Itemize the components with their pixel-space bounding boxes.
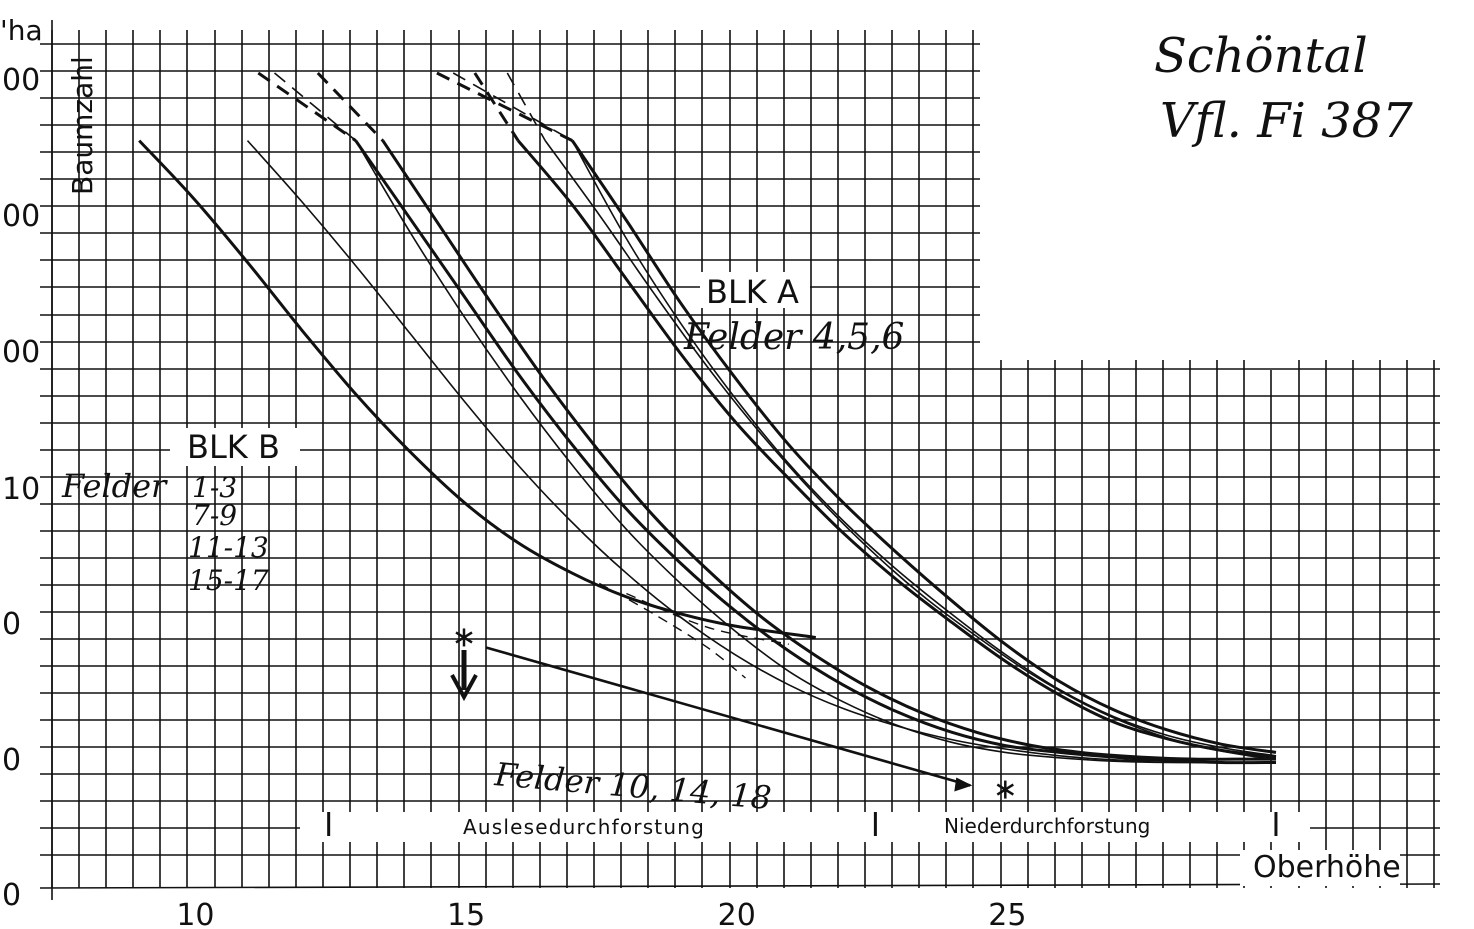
blk-b-curve [354,139,1277,765]
curves [138,71,1277,765]
curve-dashed [626,592,789,645]
y-tick-label: 00 [2,199,40,234]
blk-a-curve [544,140,1277,760]
blk-b-felder-1: 1-3 [192,471,237,504]
curve-dashed-start [273,72,357,142]
label-bg [1240,850,1400,886]
blk-a-curve [571,139,1277,754]
y-tick-label: 00 [2,63,40,98]
blk-b-felder-4: 15-17 [188,564,269,597]
blk-b-felder-2: 7-9 [192,499,237,532]
label-bg [170,428,300,466]
blk-b-curve [355,140,1276,764]
x-axis-label: Oberhöhe [1253,850,1401,885]
curve-dashed-start [316,71,384,142]
y-axis-label: Baumzahl [66,56,99,195]
y-unit-label: 'ha [0,14,43,47]
curve-dashed-start [452,72,573,142]
phase-1-label: Auslesedurchforstung [463,815,705,839]
annotations: 'ha Baumzahl Oberhöhe BLK A Felder 4,5,6… [0,14,1413,929]
blk-b-felder-prefix: Felder [61,467,168,505]
x-tick-label: 20 [718,898,756,929]
y-tick-label: 0 [2,743,21,778]
felder-low-label: Felder 10, 14, 18 [492,755,773,817]
curve-dashed-start [506,72,546,141]
blk-b-curve [381,139,1276,761]
grid [39,20,1441,900]
location-title: Schöntal [1154,28,1368,84]
y-tick-label: 00 [2,335,40,370]
x-tick-label: 10 [176,898,214,929]
y-tick-label: 0 [2,878,21,913]
curve-dashed [598,582,746,679]
x-axis-line [39,883,1441,889]
location-ref: Vfl. Fi 387 [1160,93,1413,149]
blk-a-felder: Felder 4,5,6 [683,317,904,358]
label-bg [1250,897,1370,929]
curve-dashed-start [436,71,573,142]
marker-end [996,780,1014,799]
down-arrow-head [450,674,478,702]
blk-b-felder-3: 11-13 [188,531,269,564]
blk-b-curve [138,139,817,639]
blk-a-curve [571,140,1277,757]
y-tick-label: 10 [2,472,40,507]
phase-2-label: Niederdurchforstung [944,814,1150,838]
y-tick-label: 0 [2,607,21,642]
x-tick-label: 15 [447,898,485,929]
blk-a-curve [516,139,1277,759]
x-tick-labels: 1015202530 m [176,898,1336,929]
phase-band [300,812,1310,842]
x-tick-label: 25 [988,898,1026,929]
trajectory-arrow [485,646,971,787]
blk-b-label: BLK B [187,428,280,466]
blk-a-label: BLK A [706,273,799,311]
curve-dashed-start [473,72,520,142]
trajectory-arrow-head [954,777,973,792]
blk-b-curve [246,140,1277,764]
curve-dashed-start [257,71,357,142]
marker-start [455,628,473,647]
label-bg [700,272,810,308]
